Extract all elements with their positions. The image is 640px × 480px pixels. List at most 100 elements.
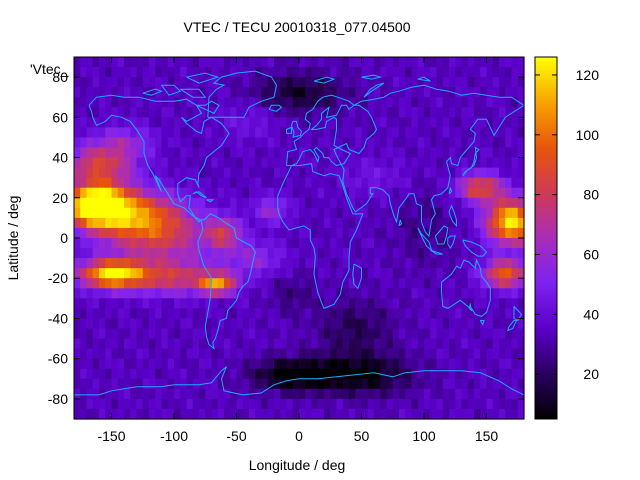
heatmap-cell	[392, 207, 400, 219]
heatmap-cell	[499, 378, 506, 390]
heatmap-cell	[336, 298, 344, 309]
heatmap-cell	[474, 408, 481, 420]
heatmap-cell	[480, 197, 488, 209]
heatmap-cell	[342, 388, 350, 400]
heatmap-cell	[211, 147, 219, 159]
heatmap-cell	[74, 167, 81, 179]
heatmap-cell	[224, 278, 231, 289]
heatmap-cell	[174, 127, 181, 139]
heatmap-cell	[511, 348, 519, 360]
heatmap-cell	[74, 398, 81, 410]
heatmap-cell	[505, 258, 513, 269]
heatmap-cell	[192, 207, 200, 219]
heatmap-cell	[292, 348, 300, 360]
heatmap-cell	[499, 288, 506, 299]
heatmap-cell	[505, 167, 513, 179]
heatmap-cell	[461, 157, 469, 169]
heatmap-cell	[374, 368, 381, 380]
heatmap-cell	[499, 157, 506, 169]
heatmap-cell	[411, 328, 419, 340]
heatmap-cell	[267, 368, 275, 380]
heatmap-cell	[355, 268, 363, 279]
heatmap-cell	[399, 97, 406, 108]
heatmap-cell	[517, 298, 525, 309]
heatmap-cell	[205, 107, 213, 118]
heatmap-cell	[324, 388, 331, 400]
heatmap-cell	[105, 358, 113, 370]
heatmap-cell	[149, 107, 156, 118]
heatmap-cell	[267, 187, 275, 199]
heatmap-cell	[399, 227, 406, 239]
heatmap-cell	[255, 117, 263, 128]
heatmap-cell	[167, 348, 175, 360]
heatmap-cell	[280, 57, 288, 68]
heatmap-cell	[205, 177, 213, 189]
heatmap-cell	[80, 147, 88, 159]
heatmap-cell	[467, 318, 475, 330]
heatmap-cell	[267, 147, 275, 159]
heatmap-cell	[349, 308, 356, 320]
heatmap-cell	[355, 77, 363, 88]
heatmap-cell	[80, 107, 88, 118]
heatmap-cell	[417, 67, 425, 78]
heatmap-cell	[324, 207, 331, 219]
heatmap-cell	[149, 278, 156, 289]
heatmap-cell	[467, 217, 475, 229]
heatmap-cell	[217, 97, 225, 108]
heatmap-cell	[436, 378, 444, 390]
heatmap-cell	[499, 97, 506, 108]
heatmap-cell	[367, 408, 375, 420]
heatmap-cell	[261, 137, 269, 149]
heatmap-cell	[255, 107, 263, 118]
heatmap-cell	[392, 268, 400, 279]
heatmap-cell	[80, 378, 88, 390]
heatmap-cell	[492, 288, 500, 299]
heatmap-cell	[205, 87, 213, 98]
heatmap-cell	[292, 318, 300, 330]
heatmap-cell	[330, 398, 338, 410]
heatmap-cell	[474, 338, 481, 350]
heatmap-cell	[486, 258, 494, 269]
heatmap-cell	[430, 157, 438, 169]
heatmap-cell	[136, 187, 144, 199]
heatmap-cell	[111, 258, 119, 269]
heatmap-cell	[211, 298, 219, 309]
heatmap-cell	[499, 227, 506, 239]
heatmap-cell	[230, 278, 238, 289]
heatmap-cell	[192, 368, 200, 380]
heatmap-cell	[517, 187, 525, 199]
heatmap-cell	[236, 77, 244, 88]
heatmap-cell	[149, 77, 156, 88]
heatmap-cell	[399, 87, 406, 98]
heatmap-cell	[280, 147, 288, 159]
heatmap-cell	[230, 127, 238, 139]
heatmap-cell	[367, 338, 375, 350]
heatmap-cell	[142, 167, 150, 179]
heatmap-cell	[292, 147, 300, 159]
heatmap-cell	[217, 348, 225, 360]
heatmap-cell	[124, 298, 131, 309]
heatmap-cell	[424, 358, 431, 370]
heatmap-cell	[192, 378, 200, 390]
heatmap-cell	[505, 197, 513, 209]
heatmap-cell	[492, 268, 500, 279]
heatmap-cell	[380, 408, 388, 420]
heatmap-cell	[280, 388, 288, 400]
heatmap-cell	[330, 268, 338, 279]
heatmap-cell	[367, 137, 375, 149]
heatmap-cell	[374, 248, 381, 259]
heatmap-cell	[199, 398, 206, 410]
heatmap-cell	[480, 177, 488, 189]
heatmap-cell	[217, 197, 225, 209]
heatmap-cell	[349, 177, 356, 189]
heatmap-cell	[374, 217, 381, 229]
heatmap-cell	[255, 248, 263, 259]
heatmap-cell	[386, 127, 394, 139]
heatmap-cell	[342, 308, 350, 320]
heatmap-cell	[317, 368, 325, 380]
heatmap-cell	[367, 207, 375, 219]
heatmap-cell	[86, 308, 94, 320]
heatmap-cell	[136, 127, 144, 139]
heatmap-cell	[405, 258, 413, 269]
